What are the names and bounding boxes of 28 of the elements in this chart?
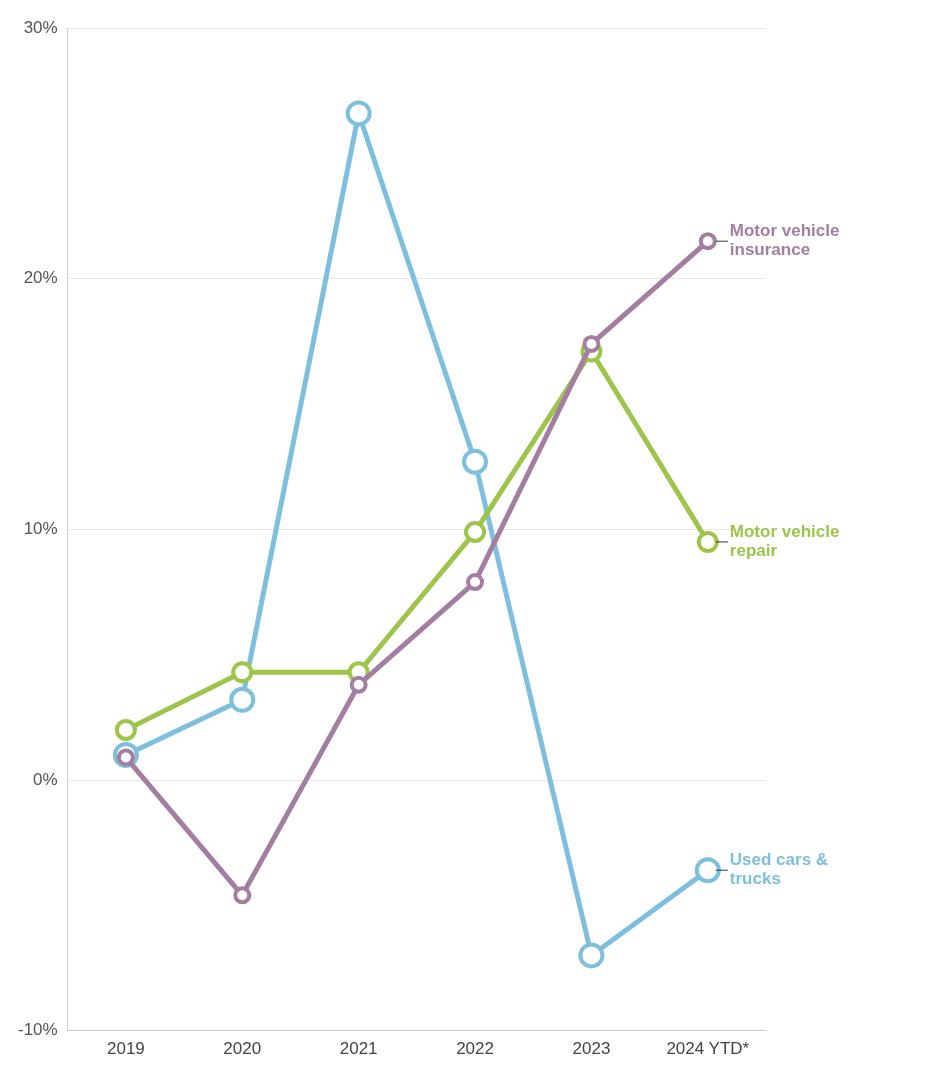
point <box>462 448 489 475</box>
y-tick-label: -10% <box>18 1020 58 1040</box>
point <box>582 334 601 353</box>
point <box>578 942 605 969</box>
series-label: Motor vehicle insurance <box>729 221 840 260</box>
point <box>349 675 368 694</box>
y-tick-label: 20% <box>23 268 58 288</box>
point <box>345 100 372 127</box>
point <box>231 661 254 684</box>
point <box>466 573 485 592</box>
point <box>233 886 252 905</box>
series-label: Used cars & trucks <box>729 850 829 889</box>
x-tick-label: 2021 <box>339 1039 378 1059</box>
point <box>696 530 719 553</box>
y-tick-label: 30% <box>23 17 58 37</box>
x-tick-label: 2023 <box>572 1039 611 1059</box>
point <box>464 520 487 543</box>
y-tick-label: 10% <box>23 519 58 539</box>
series-label: Motor vehicle repair <box>729 522 840 561</box>
point <box>694 857 721 884</box>
point <box>698 232 717 251</box>
x-tick-label: 2019 <box>106 1039 145 1059</box>
x-tick-label: 2020 <box>223 1039 262 1059</box>
x-tick-label: 2024 YTD* <box>666 1039 750 1059</box>
point <box>114 718 137 741</box>
y-tick-label: 0% <box>33 769 58 789</box>
x-tick-label: 2022 <box>456 1039 494 1059</box>
point <box>229 686 256 713</box>
